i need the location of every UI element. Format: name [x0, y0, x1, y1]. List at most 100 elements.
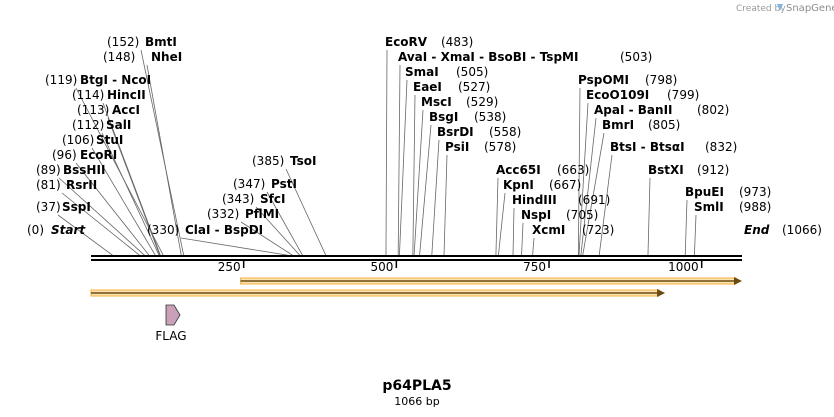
cut-site-name: BsgI: [429, 110, 458, 124]
cut-site[interactable]: (96) EcoRI: [52, 148, 117, 162]
cut-site-line: [102, 102, 161, 257]
cut-site[interactable]: (798) PspOMI: [578, 73, 677, 87]
cut-site[interactable]: (663) Acc65I: [496, 163, 589, 177]
cut-site[interactable]: (667) KpnI: [503, 178, 581, 192]
cut-site[interactable]: (119) BtgI - NcoI: [45, 73, 151, 87]
cut-site[interactable]: (973) BpuEI: [685, 185, 771, 199]
cut-site-line: [497, 192, 506, 257]
cut-site[interactable]: (529) MscI: [421, 95, 498, 109]
flag-feature[interactable]: FLAG: [155, 304, 187, 343]
cut-site-name: RsrII: [66, 178, 97, 192]
cut-site[interactable]: (332) PflMI: [207, 207, 279, 221]
cut-site[interactable]: (527) EaeI: [413, 80, 490, 94]
cut-site[interactable]: (112) SalI: [72, 118, 131, 132]
cut-site-position: (37): [36, 200, 61, 214]
cut-site-name: SspI: [62, 200, 91, 214]
cut-site-name: XcmI: [532, 223, 565, 237]
cut-site-line: [75, 87, 165, 257]
cut-site-position: (106): [62, 133, 94, 147]
cut-site[interactable]: (988) SmlI: [694, 200, 771, 214]
cut-site-name: SmaI: [405, 65, 439, 79]
cut-site[interactable]: (114) HincII: [72, 88, 146, 102]
cut-site-position: (112): [72, 118, 104, 132]
cut-site[interactable]: (89) BssHII: [36, 163, 105, 177]
end-label: End: [744, 223, 770, 237]
feature-track: FLAG: [90, 277, 742, 343]
cut-site-name: BtgI - NcoI: [80, 73, 151, 87]
cut-site-name: BtsI - BtsαI: [610, 140, 685, 154]
cut-site[interactable]: (483) EcoRV: [385, 35, 473, 49]
cut-site[interactable]: (106) StuI: [62, 133, 123, 147]
cut-site-name: SfcI: [260, 192, 285, 206]
cut-site[interactable]: (558) BsrDI: [437, 125, 521, 139]
cut-site-name: SmlI: [694, 200, 724, 214]
cut-site[interactable]: (503) AvaI - XmaI - BsoBI - TspMI: [398, 50, 652, 64]
cut-site-position: (330): [147, 223, 179, 237]
cut-site-name: HindIII: [512, 193, 557, 207]
ruler: 250 500 750 1000: [218, 260, 703, 274]
cut-site-name: BsrDI: [437, 125, 474, 139]
cut-site-name: NheI: [151, 50, 182, 64]
cut-site-position: (81): [36, 178, 61, 192]
cut-site-line: [578, 102, 589, 257]
cut-site[interactable]: (152) BmtI: [107, 35, 177, 49]
cut-site[interactable]: (723) XcmI: [532, 223, 614, 237]
cut-site[interactable]: (832) BtsI - BtsαI: [610, 140, 737, 154]
cut-site[interactable]: (691) HindIII: [512, 193, 610, 207]
cut-site-line: [58, 177, 146, 257]
cut-site-line: [532, 237, 535, 257]
cut-site-position: (89): [36, 163, 61, 177]
cut-site-line: [647, 177, 651, 257]
cut-site[interactable]: (81) RsrII: [36, 178, 97, 192]
cut-site-line: [255, 206, 301, 257]
cut-site-position: (148): [103, 50, 135, 64]
cut-site-position: (343): [222, 192, 254, 206]
cut-site-position: (578): [484, 140, 516, 154]
cut-site-position: (798): [645, 73, 677, 87]
cut-site[interactable]: (578) PsiI: [445, 140, 516, 154]
cut-site-position: (527): [458, 80, 490, 94]
cut-site[interactable]: (505) SmaI: [405, 65, 488, 79]
orf-arrow[interactable]: [240, 277, 742, 285]
cut-site-line: [521, 222, 524, 257]
cut-site[interactable]: (330) ClaI - BspDI: [147, 223, 263, 237]
cut-site-name: BmrI: [602, 118, 634, 132]
cut-site[interactable]: (347) PstI: [233, 177, 297, 191]
cut-site[interactable]: (799) EcoO109I: [586, 88, 699, 102]
cut-site-lines: [57, 49, 697, 257]
cut-site-position: (505): [456, 65, 488, 79]
cut-site-name: AccI: [112, 103, 140, 117]
cut-site[interactable]: (705) NspI: [521, 208, 598, 222]
cut-site-name: EcoO109I: [586, 88, 649, 102]
flag-feature-shape: [165, 304, 181, 326]
cut-site[interactable]: (538) BsgI: [429, 110, 506, 124]
cut-site[interactable]: (385) TsoI: [252, 154, 316, 168]
cut-site[interactable]: (805) BmrI: [602, 118, 680, 132]
cut-site-line: [413, 109, 424, 257]
cut-site-name: NspI: [521, 208, 551, 222]
cut-site-line: [61, 192, 141, 257]
cut-site-name: EaeI: [413, 80, 442, 94]
cut-site-name: ApaI - BanII: [594, 103, 673, 117]
cut-site-name: EcoRV: [385, 35, 428, 49]
orf-arrow[interactable]: [90, 289, 666, 297]
cut-site-line: [57, 214, 114, 257]
cut-site[interactable]: (37) SspI: [36, 200, 91, 214]
cut-site-name: PflMI: [245, 207, 279, 221]
cut-site[interactable]: (343) SfcI: [222, 192, 285, 206]
ruler-label: 750: [523, 260, 546, 274]
cut-site-labels: (37) SspI(81) RsrII(89) BssHII(96) EcoRI(106…: [36, 35, 771, 237]
cut-site-position: (538): [474, 110, 506, 124]
cut-site[interactable]: (148) NheI: [103, 50, 182, 64]
cut-site-position: (119): [45, 73, 77, 87]
cut-site-name: PstI: [271, 177, 297, 191]
cut-site-position: (529): [466, 95, 498, 109]
cut-site-line: [140, 49, 185, 257]
cut-site-name: PsiI: [445, 140, 469, 154]
cut-site[interactable]: (912) BstXI: [648, 163, 729, 177]
cut-site-line: [419, 124, 432, 257]
end-position: (1066): [782, 223, 822, 237]
cut-site[interactable]: (113) AccI: [77, 103, 140, 117]
cut-site[interactable]: (802) ApaI - BanII: [594, 103, 729, 117]
cut-site-position: (912): [697, 163, 729, 177]
